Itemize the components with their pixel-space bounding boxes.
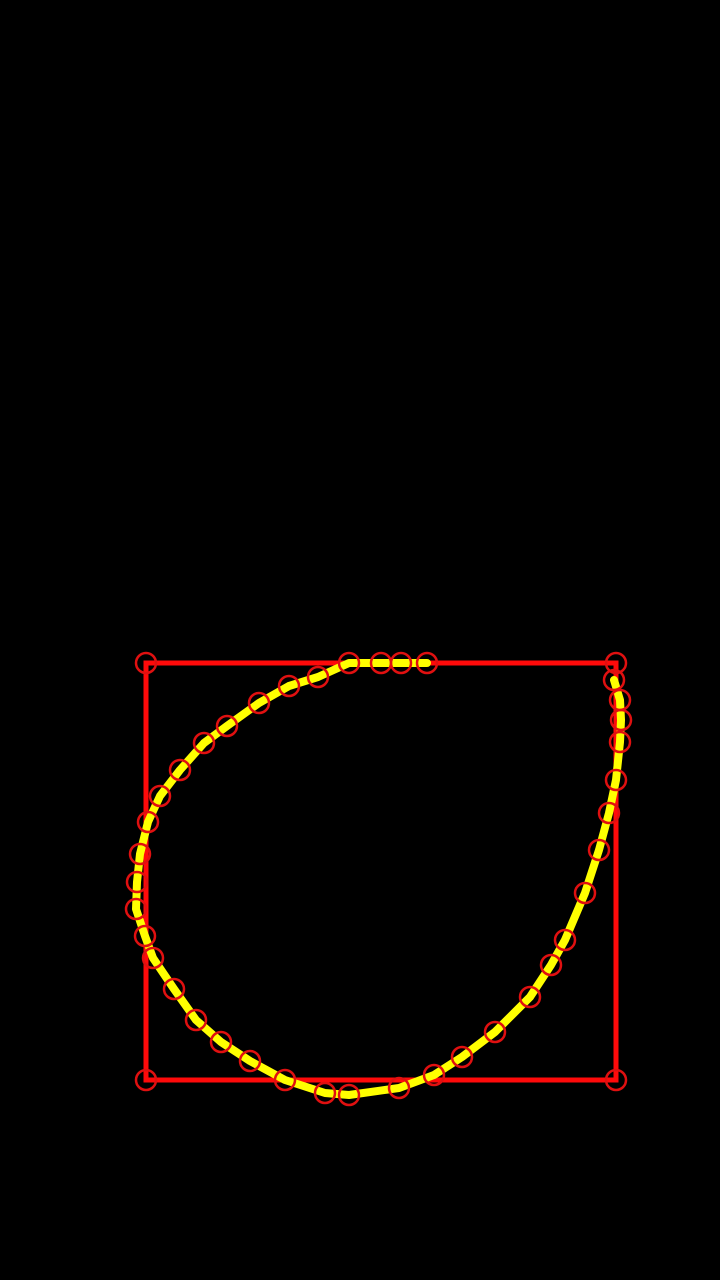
curve-point-22[interactable]: [162, 977, 186, 1001]
curve-point-8[interactable]: [573, 881, 597, 905]
curve-point-6[interactable]: [597, 801, 621, 825]
curve-point-15[interactable]: [387, 1076, 411, 1100]
curve-point-13[interactable]: [450, 1045, 474, 1069]
curve-point-35[interactable]: [306, 665, 330, 689]
curve-point-27[interactable]: [128, 842, 152, 866]
corner-handle-1[interactable]: [134, 651, 158, 675]
curve-point-38[interactable]: [389, 651, 413, 675]
curve-point-28[interactable]: [136, 810, 160, 834]
bounding-box-corner-handles: [134, 651, 628, 1092]
corner-handle-2[interactable]: [604, 651, 628, 675]
curve-point-36[interactable]: [337, 651, 361, 675]
curve-point-23[interactable]: [141, 946, 165, 970]
curve-point-18[interactable]: [273, 1068, 297, 1092]
curve-control-points: [124, 651, 633, 1107]
curve-point-29[interactable]: [148, 784, 172, 808]
curve-point-10[interactable]: [539, 953, 563, 977]
curve-point-34[interactable]: [277, 674, 301, 698]
curve-point-31[interactable]: [192, 731, 216, 755]
traced-curve: [132, 659, 625, 1099]
curve-point-4[interactable]: [608, 730, 632, 754]
curve-point-20[interactable]: [209, 1030, 233, 1054]
curve-point-11[interactable]: [518, 985, 542, 1009]
curve-point-21[interactable]: [184, 1008, 208, 1032]
curve-point-32[interactable]: [215, 714, 239, 738]
curve-point-3[interactable]: [609, 708, 633, 732]
curve-point-39[interactable]: [415, 651, 439, 675]
curve-point-19[interactable]: [238, 1049, 262, 1073]
curve-point-12[interactable]: [483, 1020, 507, 1044]
curve-point-24[interactable]: [133, 924, 157, 948]
curve-point-7[interactable]: [587, 838, 611, 862]
curve-point-9[interactable]: [553, 928, 577, 952]
corner-handle-4[interactable]: [604, 1068, 628, 1092]
curve-point-1[interactable]: [602, 668, 626, 692]
corner-handle-3[interactable]: [134, 1068, 158, 1092]
curve-point-17[interactable]: [313, 1081, 337, 1105]
curve-point-25[interactable]: [124, 897, 148, 921]
curve-point-5[interactable]: [604, 768, 628, 792]
curve-point-26[interactable]: [125, 870, 149, 894]
curve-point-16[interactable]: [337, 1083, 361, 1107]
curve-point-33[interactable]: [247, 691, 271, 715]
curve-point-14[interactable]: [422, 1063, 446, 1087]
curve-point-30[interactable]: [168, 758, 192, 782]
